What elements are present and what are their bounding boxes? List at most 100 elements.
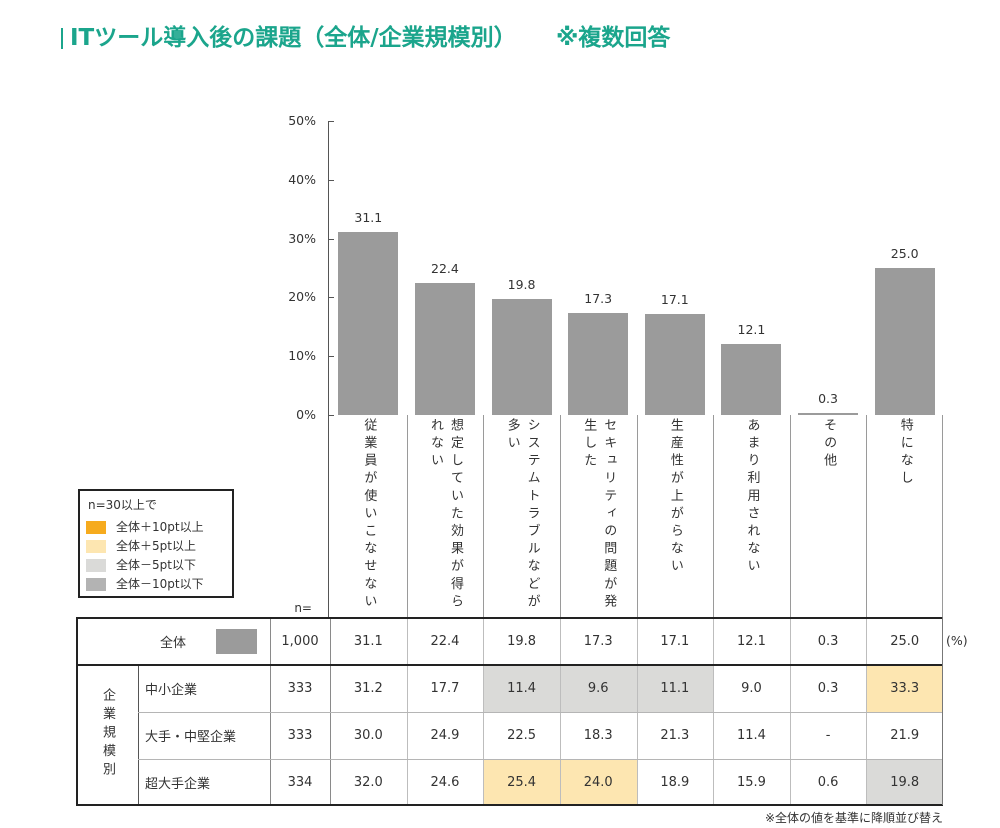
total-row-label: 全体 bbox=[159, 636, 186, 651]
table-cell: 24.0 bbox=[559, 759, 637, 805]
table-rule bbox=[790, 617, 791, 805]
row-n: 333 bbox=[287, 728, 313, 743]
total-row-swatch bbox=[216, 629, 257, 654]
bar-5 bbox=[644, 314, 705, 415]
category-label-2: 想定していた効果が得られない bbox=[427, 418, 463, 612]
legend-label: 全体＋10pt以上 bbox=[116, 520, 204, 534]
bar-value-label-3: 19.8 bbox=[507, 276, 536, 292]
y-tick-mark bbox=[329, 297, 334, 298]
legend-swatch bbox=[86, 520, 106, 534]
bar-4 bbox=[568, 313, 629, 415]
legend-swatch bbox=[86, 577, 106, 591]
legend-item: 全体－10pt以下 bbox=[86, 576, 204, 592]
y-tick-label: 0% bbox=[296, 407, 316, 422]
bar-3 bbox=[491, 298, 552, 415]
row-n: 333 bbox=[287, 681, 313, 696]
category-divider bbox=[560, 415, 561, 618]
y-tick-mark bbox=[329, 121, 334, 122]
y-tick-mark bbox=[329, 415, 334, 416]
table-cell: 33.3 bbox=[866, 665, 943, 712]
table-cell: 11.4 bbox=[736, 728, 766, 743]
table-cell: 18.3 bbox=[583, 728, 613, 743]
legend-swatch bbox=[86, 539, 106, 553]
table-rule bbox=[76, 664, 943, 666]
table-cell: 9.6 bbox=[559, 665, 637, 712]
total-row-value: 0.3 bbox=[817, 634, 839, 649]
bar-value-label-7: 0.3 bbox=[818, 391, 838, 407]
category-divider bbox=[407, 415, 408, 618]
total-row-value: 22.4 bbox=[430, 634, 460, 649]
category-label-6: あまり利用されない bbox=[744, 418, 760, 577]
table-rule bbox=[76, 617, 78, 805]
table-cell: 0.3 bbox=[817, 681, 839, 696]
table-rule bbox=[270, 617, 271, 805]
bar-8 bbox=[874, 268, 935, 415]
category-divider bbox=[942, 415, 943, 618]
row-label: 中小企業 bbox=[145, 683, 198, 698]
category-label-8: 特になし bbox=[897, 418, 913, 489]
y-tick-label: 50% bbox=[288, 113, 316, 128]
table-cell: 17.7 bbox=[430, 681, 460, 696]
table-cell: 24.9 bbox=[430, 728, 460, 743]
bar-value-label-8: 25.0 bbox=[890, 246, 919, 261]
total-row-value: 17.3 bbox=[583, 634, 613, 649]
table-cell: 22.5 bbox=[507, 728, 537, 743]
table-cell: - bbox=[825, 728, 831, 743]
y-tick-label: 20% bbox=[288, 289, 316, 305]
category-label-1: 従業員が使いこなせない bbox=[361, 418, 377, 612]
total-row-value: 17.1 bbox=[660, 634, 690, 649]
table-cell: 15.9 bbox=[736, 774, 766, 790]
category-divider bbox=[713, 415, 714, 618]
y-axis-line bbox=[328, 121, 329, 618]
legend-item: 全体－5pt以下 bbox=[86, 557, 196, 573]
group-label: 企業規模別 bbox=[100, 688, 115, 781]
table-rule bbox=[330, 617, 331, 805]
table-rule bbox=[76, 617, 943, 619]
category-divider bbox=[866, 415, 867, 618]
table-cell: 0.6 bbox=[817, 774, 839, 790]
table-rule bbox=[138, 665, 139, 805]
table-cell: 18.9 bbox=[660, 774, 690, 790]
total-row-n: 1,000 bbox=[281, 634, 319, 649]
table-rule bbox=[138, 712, 943, 713]
table-rule bbox=[407, 617, 408, 805]
table-rule bbox=[483, 617, 484, 805]
bar-1 bbox=[338, 232, 399, 415]
y-tick-mark bbox=[329, 356, 334, 357]
table-rule bbox=[76, 804, 943, 806]
legend: n=30以上で 全体＋10pt以上 全体＋5pt以上 全体－5pt以下 全体－1… bbox=[78, 489, 234, 598]
legend-title: n=30以上で bbox=[88, 498, 157, 512]
table-cell: 31.2 bbox=[353, 681, 383, 696]
unit-label: (%) bbox=[946, 633, 968, 648]
bar-2 bbox=[414, 283, 475, 415]
category-label-4: セキュリティの問題が発生した bbox=[581, 418, 617, 612]
legend-label: 全体＋5pt以上 bbox=[116, 539, 196, 553]
table-rule bbox=[560, 617, 561, 805]
total-row-value: 25.0 bbox=[890, 634, 920, 649]
bar-value-label-4: 17.3 bbox=[584, 291, 613, 307]
legend-label: 全体－10pt以下 bbox=[116, 577, 204, 591]
legend-label: 全体－5pt以下 bbox=[116, 558, 196, 572]
y-tick-label: 30% bbox=[288, 230, 316, 246]
table-rule bbox=[713, 617, 714, 805]
category-label-5: 生産性が上がらない bbox=[667, 418, 683, 577]
table-rule bbox=[637, 617, 638, 805]
bar-value-label-5: 17.1 bbox=[660, 292, 689, 308]
bar-value-label-2: 22.4 bbox=[431, 261, 459, 277]
category-divider bbox=[790, 415, 791, 618]
table-cell: 11.4 bbox=[483, 665, 560, 712]
n-header: n= bbox=[294, 601, 312, 615]
table-cell: 21.3 bbox=[660, 728, 690, 743]
table-rule bbox=[942, 617, 943, 805]
category-label-7: その他 bbox=[821, 418, 837, 471]
table-rule bbox=[866, 617, 867, 805]
total-row-value: 31.1 bbox=[353, 634, 383, 649]
legend-item: 全体＋10pt以上 bbox=[86, 519, 204, 535]
table-cell: 19.8 bbox=[866, 759, 943, 805]
total-row-value: 12.1 bbox=[736, 634, 766, 649]
chart-title: ITツール導入後の課題（全体/企業規模別） bbox=[70, 25, 517, 51]
legend-swatch bbox=[86, 558, 106, 572]
category-divider bbox=[637, 415, 638, 618]
y-tick-label: 10% bbox=[288, 348, 316, 364]
table-cell: 32.0 bbox=[353, 774, 383, 790]
